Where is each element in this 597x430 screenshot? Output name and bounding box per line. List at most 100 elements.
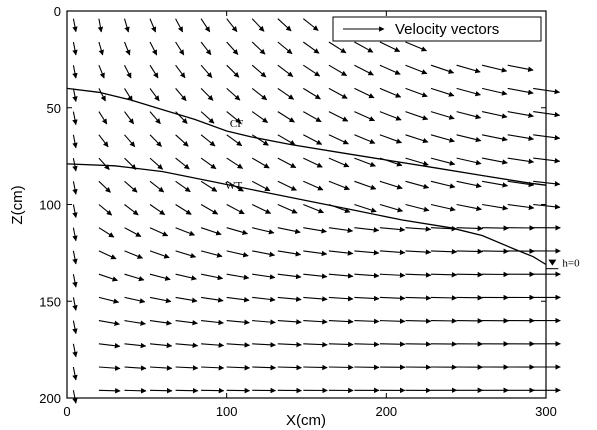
velocity-vector [328,273,354,279]
velocity-vector [72,297,78,311]
velocity-vector [405,318,432,324]
velocity-vector [149,88,160,102]
velocity-vector [251,180,271,192]
velocity-vector [482,203,509,211]
velocity-vector [226,227,249,235]
velocity-vector [98,111,108,125]
velocity-vector [328,134,349,145]
velocity-vector [277,364,302,371]
velocity-vector [175,134,189,147]
velocity-vector [277,18,292,32]
velocity-vector [328,250,354,256]
velocity-vector [303,87,321,100]
velocity-vector [251,87,268,101]
velocity-vector [200,88,214,101]
velocity-vector [98,296,120,304]
velocity-vector [226,273,250,280]
velocity-vector [379,341,406,347]
velocity-vector [124,296,146,304]
velocity-vector [226,319,250,325]
velocity-vector [430,111,455,120]
velocity-vector [379,318,406,324]
velocity-vector [124,64,132,79]
velocity-vector [123,41,131,56]
velocity-vector [251,41,266,55]
velocity-vector [303,134,323,145]
velocity-vector [481,111,508,119]
velocity-vector [303,364,328,371]
velocity-vector [354,272,380,279]
velocity-vector [149,134,162,147]
velocity-vector [252,364,277,371]
velocity-vector [72,390,78,404]
velocity-vector [354,157,376,167]
velocity-vector [379,64,401,75]
y-tick-label: 50 [47,101,61,116]
velocity-vector [201,342,225,348]
velocity-vector [72,204,78,219]
velocity-vector [379,111,402,121]
velocity-vector [328,87,348,99]
velocity-vector [201,319,224,326]
velocity-vector [456,203,482,212]
velocity-vector [430,180,456,189]
velocity-vector [277,227,301,234]
x-axis-title: X(cm) [286,412,326,429]
annotation-cf: CF [230,118,243,130]
velocity-vector [302,18,319,31]
velocity-vector [430,272,458,278]
velocity-vector [405,64,428,75]
velocity-vector [200,111,215,124]
velocity-vector [328,295,354,302]
velocity-vector [98,365,121,371]
velocity-vector [124,250,144,259]
velocity-vector [175,387,199,394]
velocity-vector [175,41,185,56]
velocity-vector [354,180,377,190]
velocity-vector [226,204,245,215]
velocity-vector [303,273,328,279]
velocity-vector [149,273,171,281]
velocity-vector [226,18,238,33]
velocity-vector [98,250,117,260]
velocity-vector [72,181,78,195]
velocity-vector [226,134,243,147]
velocity-vector [251,64,267,78]
velocity-vector [456,180,482,189]
velocity-vector [98,204,113,216]
velocity-vector [124,388,147,394]
legend: Velocity vectors [332,16,542,42]
velocity-vector [533,87,561,95]
velocity-vector [328,364,354,371]
velocity-vector [328,64,348,77]
velocity-vector [226,41,239,55]
velocity-vector [252,296,276,303]
velocity-vector [98,64,105,79]
velocity-vector [430,64,455,74]
velocity-vector [379,295,406,301]
velocity-vector [456,134,482,143]
curve-cf [66,87,547,186]
annotation-h0: h=0 [562,258,580,270]
velocity-vector [200,180,218,192]
velocity-vector [149,18,157,33]
velocity-vector [98,41,104,56]
velocity-vector [430,134,455,143]
velocity-vector [98,273,119,282]
x-tick-label: 0 [63,404,70,419]
velocity-vector [405,41,428,52]
velocity-vector [533,111,561,118]
velocity-vector [379,180,403,190]
velocity-vector [405,249,432,255]
velocity-vector [379,249,406,256]
velocity-vector [124,88,133,102]
velocity-vector [405,272,432,278]
velocity-vector [149,250,170,259]
velocity-vector [481,157,508,165]
velocity-vector [379,272,406,278]
velocity-vector [72,134,78,149]
velocity-vector [72,250,78,265]
plot-area [66,10,547,399]
velocity-vector [226,342,251,348]
velocity-vector [149,41,158,56]
